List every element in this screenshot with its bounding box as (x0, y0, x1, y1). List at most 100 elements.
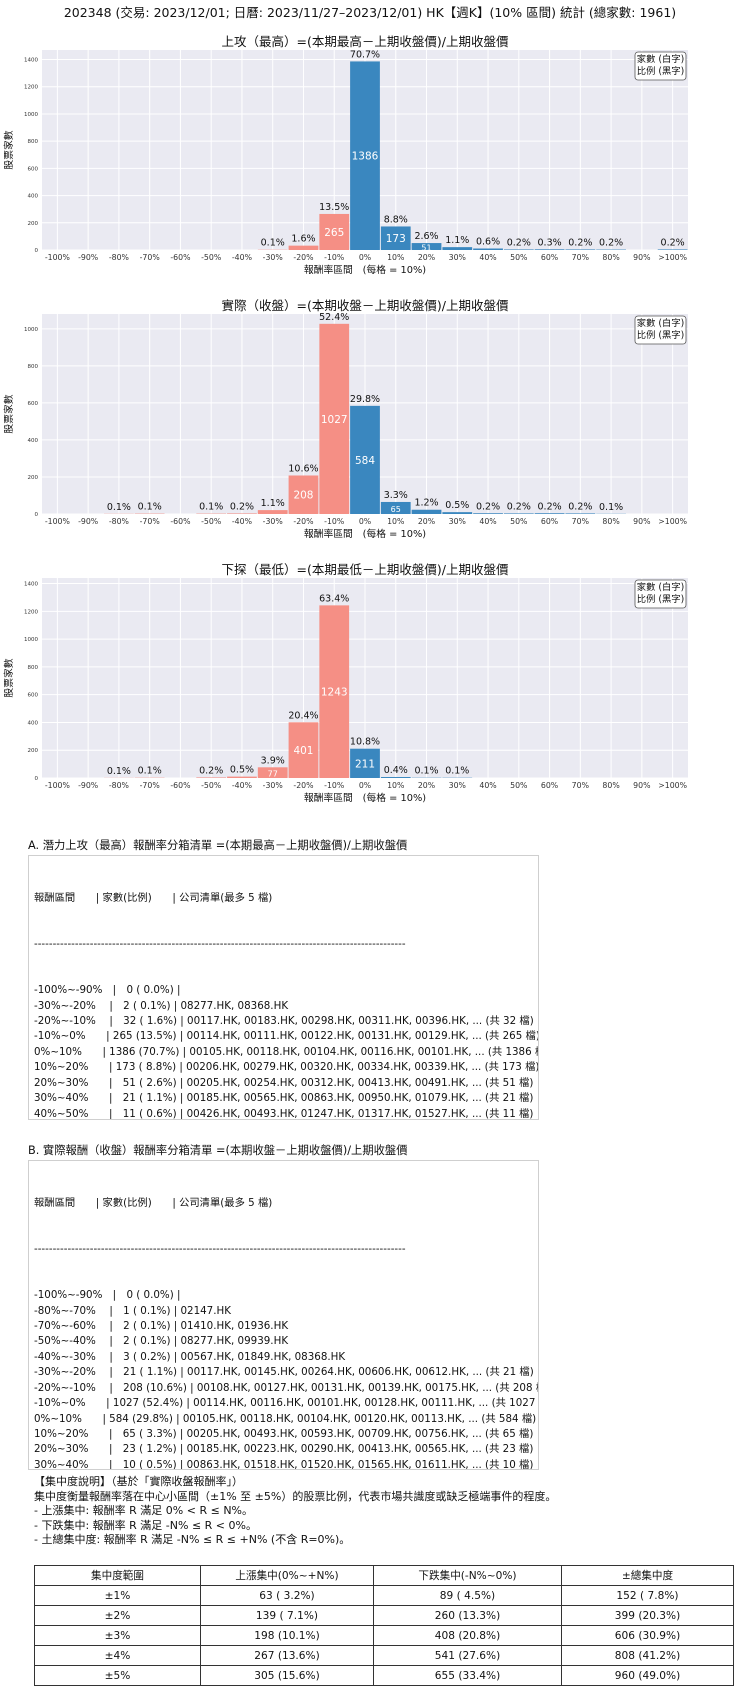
bar (319, 323, 350, 514)
list-a-section: A. 潛力上攻（最高）報酬率分箱清單 =(本期最高－上期收盤價)/上期收盤價 報… (28, 837, 539, 1120)
y-tick-label: 600 (28, 401, 39, 407)
bar (196, 777, 227, 778)
bar-percent-label: 70.7% (350, 49, 380, 60)
x-tick-label: -70% (140, 781, 160, 790)
bar-percent-label: 3.9% (261, 755, 285, 766)
legend-entry: 家數 (白字) (637, 53, 684, 65)
y-axis-label: 股票家數 (2, 658, 15, 697)
y-axis-label: 股票家數 (2, 394, 15, 433)
bar (257, 510, 288, 514)
bar (473, 513, 503, 514)
bar-percent-label: 0.2% (568, 501, 592, 512)
bar-count-label: 173 (386, 233, 406, 245)
table-cell: 260 (13.3%) (373, 1605, 562, 1626)
bar (350, 405, 380, 514)
y-tick-label: 600 (28, 166, 39, 172)
x-tick-label: -60% (170, 517, 190, 526)
x-tick-label: 90% (633, 517, 650, 526)
chart-close: 實際（收盤）=(本期收盤－上期收盤價)/上期收盤價 0 200 400 600 800 10… (0, 296, 740, 558)
bar-percent-label: 10.6% (288, 463, 318, 474)
bar-percent-label: 0.2% (538, 501, 562, 512)
x-tick-label: 80% (602, 781, 619, 790)
bar-count-label: 208 (293, 490, 313, 502)
x-tick-label: 10% (387, 781, 404, 790)
list-a-separator: ----------------------------------------… (34, 938, 406, 951)
x-tick-label: 20% (418, 781, 435, 790)
y-tick-label: 1400 (24, 58, 38, 64)
x-tick-label: 40% (479, 517, 496, 526)
bar-percent-label: 0.2% (661, 237, 685, 248)
list-item: -20%~-10% | 208 (10.6%) | 00108.HK, 0012… (34, 1381, 539, 1394)
table-cell: 399 (20.3%) (561, 1605, 734, 1626)
bar-percent-label: 0.1% (138, 502, 162, 513)
bar-percent-label: 0.2% (568, 237, 592, 248)
y-tick-label: 400 (28, 720, 39, 726)
x-tick-label: -30% (263, 253, 283, 262)
bar (442, 512, 473, 514)
x-tick-label: 40% (479, 781, 496, 790)
bar (657, 249, 688, 250)
x-tick-label: 10% (387, 517, 404, 526)
table-body: ±1% 63 ( 3.2%) 89 ( 4.5%) 152 ( 7.8%) ±2% 139… (34, 1585, 734, 1686)
y-tick-label: 800 (28, 665, 39, 671)
chart-svg: 實際（收盤）=(本期收盤－上期收盤價)/上期收盤價 0 200 400 600 800 10… (2, 298, 688, 540)
bar-percent-label: 0.2% (476, 501, 500, 512)
column-header: 上漲集中(0%~+N%) (200, 1565, 374, 1586)
x-tick-label: 0% (359, 253, 371, 262)
x-tick-label: 10% (387, 253, 404, 262)
bar-percent-label: 20.4% (288, 710, 318, 721)
y-tick-label: 600 (28, 693, 39, 699)
table-cell: 139 ( 7.1%) (200, 1605, 374, 1626)
y-tick-label: 1200 (24, 609, 38, 615)
list-b-section: B. 實際報酬（收盤）報酬率分箱清單 =(本期收盤－上期收盤價)/上期收盤價 報… (28, 1142, 539, 1470)
legend-frame (634, 315, 687, 345)
bar (288, 245, 319, 250)
bar-count-label: 1243 (321, 687, 348, 699)
bar-count-label: 51 (421, 244, 431, 253)
x-tick-label: 70% (572, 517, 589, 526)
bar-percent-label: 52.4% (319, 312, 349, 323)
table-row: ±1% 63 ( 3.2%) 89 ( 4.5%) 152 ( 7.8%) (34, 1585, 734, 1606)
list-item: 20%~30% | 51 ( 2.6%) | 00205.HK, 00254.H… (34, 1076, 534, 1089)
table-cell: 198 (10.1%) (200, 1625, 374, 1646)
x-tick-label: 80% (602, 517, 619, 526)
chart-svg: 下探（最低）=(本期最低－上期收盤價)/上期收盤價 0 200 400 600 800 10… (2, 562, 688, 804)
y-tick-label: 1000 (24, 327, 38, 333)
x-tick-label: -80% (109, 253, 129, 262)
legend-entry: 家數 (白字) (637, 317, 684, 329)
x-tick-label: -10% (324, 781, 344, 790)
bar (565, 513, 596, 514)
bar-count-label: 584 (355, 455, 375, 467)
x-axis-label: 報酬率區間 (每格 = 10%) (304, 263, 426, 276)
y-tick-label: 0 (35, 512, 39, 518)
x-tick-label: 40% (479, 253, 496, 262)
bar-count-label: 211 (355, 758, 375, 770)
list-item: -100%~-90% | 0 ( 0.0%) | (34, 984, 181, 997)
list-item: 30%~40% | 10 ( 0.5%) | 00863.HK, 01518.H… (34, 1458, 534, 1470)
x-tick-label: >100% (658, 781, 687, 790)
list-item: 10%~20% | 65 ( 3.3%) | 00205.HK, 00493.H… (34, 1427, 534, 1440)
bar-count-label: 1386 (352, 151, 379, 163)
x-tick-label: -80% (109, 781, 129, 790)
x-tick-label: -60% (170, 781, 190, 790)
concentration-line: - 土總集中度: 報酬率 R 滿足 -N% ≤ R ≤ +N% (不含 R=0%… (34, 1533, 351, 1546)
bar-percent-label: 0.4% (384, 765, 408, 776)
bar-percent-label: 1.1% (445, 235, 469, 246)
x-tick-label: -50% (201, 517, 221, 526)
list-a-title: A. 潛力上攻（最高）報酬率分箱清單 =(本期最高－上期收盤價)/上期收盤價 (28, 839, 408, 852)
x-tick-label: -40% (232, 253, 252, 262)
list-item: 30%~40% | 21 ( 1.1%) | 00185.HK, 00565.H… (34, 1092, 534, 1105)
bar (380, 777, 411, 778)
y-tick-label: 0 (35, 776, 39, 782)
bar (380, 226, 411, 250)
x-tick-label: -100% (45, 781, 70, 790)
bar-percent-label: 1.1% (261, 498, 285, 509)
x-tick-label: 70% (572, 781, 589, 790)
legend-entry: 比例 (黑字) (637, 593, 684, 605)
list-a-box: 報酬區間 | 家數(比例) | 公司清單(最多 5 檔) -----------… (28, 855, 539, 1120)
concentration-notes: 【集中度說明】（基於「實際收盤報酬率」） 集中度衡量報酬率落在中心小區間（±1%… (34, 1475, 556, 1548)
page-header: 202348 (交易: 2023/12/01; 日曆: 2023/11/27–2… (63, 5, 677, 20)
list-item: -10%~0% | 265 (13.5%) | 00114.HK, 00111.… (34, 1030, 539, 1043)
list-item: -80%~-70% | 1 ( 0.1%) | 02147.HK (34, 1304, 231, 1317)
table-cell: ±1% (34, 1585, 201, 1606)
